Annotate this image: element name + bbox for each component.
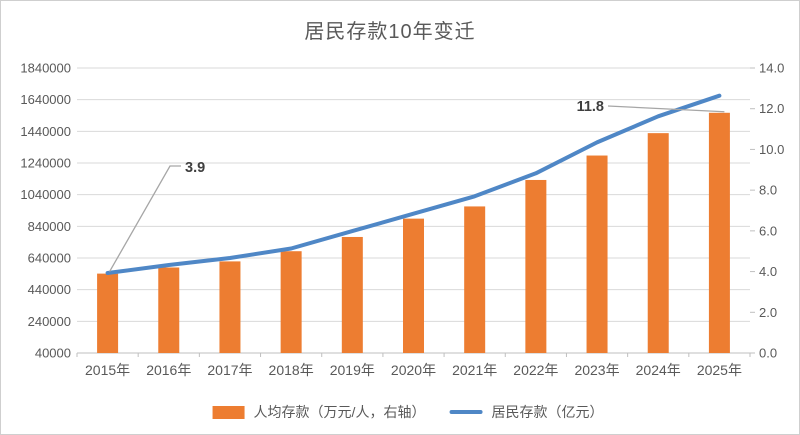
left-axis-tick-label: 240000 xyxy=(28,314,71,329)
x-axis-label: 2022年 xyxy=(513,362,558,378)
left-axis-tick-label: 1440000 xyxy=(20,124,71,139)
line-series-label: 居民存款（亿元） xyxy=(491,404,604,420)
right-axis-tick-label: 12.0 xyxy=(759,101,784,116)
chart-title: 居民存款10年变迁 xyxy=(304,21,476,43)
bar-2018年 xyxy=(280,251,302,353)
left-axis-tick-label: 1840000 xyxy=(20,61,71,76)
left-axis-tick-label: 640000 xyxy=(28,251,71,266)
bar-2021年 xyxy=(464,206,486,353)
right-axis-tick-label: 8.0 xyxy=(759,183,777,198)
right-axis-tick-label: 0.0 xyxy=(759,346,777,361)
annotation-leader xyxy=(607,105,725,113)
x-axis-label: 2016年 xyxy=(146,362,191,378)
bar-2023年 xyxy=(586,155,608,353)
x-axis-label: 2017年 xyxy=(207,362,252,378)
bar-2015年 xyxy=(97,273,119,353)
left-axis-tick-label: 1240000 xyxy=(20,156,71,171)
x-axis-label: 2018年 xyxy=(269,362,314,378)
line-series-swatch xyxy=(449,410,483,414)
right-axis-tick-label: 2.0 xyxy=(759,305,777,320)
chart-legend: 人均存款（万元/人，右轴） 居民存款（亿元） xyxy=(212,401,603,423)
right-axis-tick-label: 4.0 xyxy=(759,264,777,279)
left-axis-tick-label: 1040000 xyxy=(20,187,71,202)
bar-2025年 xyxy=(708,112,730,354)
bar-2020年 xyxy=(403,218,424,353)
right-axis-tick-label: 14.0 xyxy=(759,61,784,76)
bar-2019年 xyxy=(341,236,363,353)
annotation-value: 11.8 xyxy=(577,99,604,115)
x-axis-label: 2021年 xyxy=(452,362,497,378)
annotation-value: 3.9 xyxy=(185,160,205,176)
x-axis-label: 2024年 xyxy=(636,362,681,378)
left-axis-tick-label: 840000 xyxy=(28,219,71,234)
x-axis-label: 2020年 xyxy=(391,362,436,378)
left-axis-tick-label: 1640000 xyxy=(20,92,71,107)
x-axis-label: 2015年 xyxy=(85,362,130,378)
x-axis-label: 2019年 xyxy=(330,362,375,378)
bar-2024年 xyxy=(647,133,669,353)
right-axis-tick-label: 10.0 xyxy=(759,142,784,157)
legend-item-line-series: 居民存款（亿元） xyxy=(449,402,603,422)
left-axis-tick-label: 40000 xyxy=(35,346,71,361)
annotation-leader xyxy=(109,165,181,272)
x-axis-label: 2025年 xyxy=(697,362,742,378)
left-axis-tick-label: 440000 xyxy=(28,282,71,297)
legend-item-bar-series: 人均存款（万元/人，右轴） xyxy=(212,402,426,422)
bar-series-label: 人均存款（万元/人，右轴） xyxy=(253,404,426,420)
bar-series-swatch xyxy=(212,405,245,419)
right-axis-tick-label: 6.0 xyxy=(759,223,777,238)
deposit-line xyxy=(105,93,722,275)
bar-2022年 xyxy=(525,179,547,353)
bar-2016年 xyxy=(158,267,180,353)
x-axis-label: 2023年 xyxy=(574,362,619,378)
bar-2017年 xyxy=(219,261,241,353)
